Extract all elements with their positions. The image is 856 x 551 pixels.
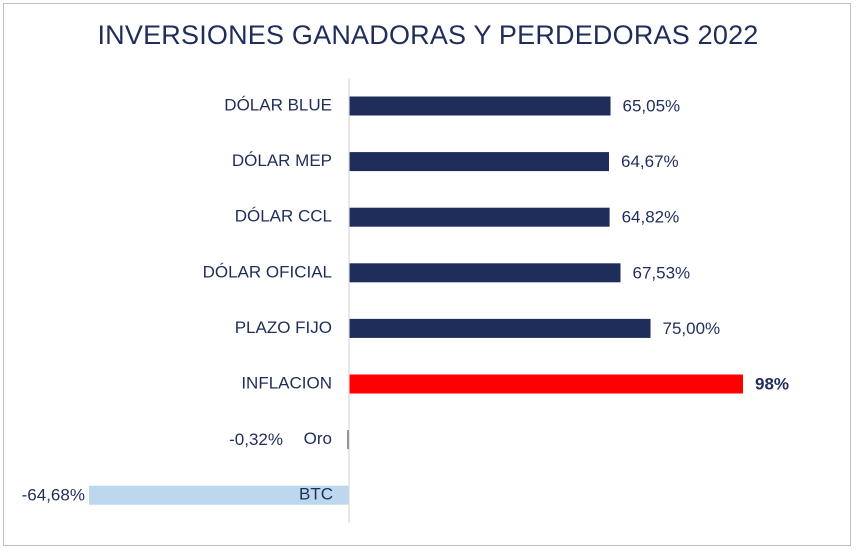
bar-d-lar-oficial bbox=[349, 263, 621, 283]
value-label: 65,05% bbox=[623, 96, 681, 115]
chart-title: INVERSIONES GANADORAS Y PERDEDORAS 2022 bbox=[97, 20, 759, 50]
category-label: DÓLAR MEP bbox=[232, 151, 332, 170]
category-label: PLAZO FIJO bbox=[235, 318, 332, 337]
bar-inflacion bbox=[349, 374, 743, 394]
value-label: 64,67% bbox=[621, 152, 679, 171]
category-label: DÓLAR BLUE bbox=[224, 95, 332, 114]
bar-plazo-fijo bbox=[349, 318, 651, 338]
value-label: -0,32% bbox=[229, 430, 283, 449]
value-label: 98% bbox=[755, 374, 789, 393]
bar-d-lar-ccl bbox=[349, 207, 610, 227]
category-label: BTC bbox=[299, 485, 333, 504]
value-label: 64,82% bbox=[622, 208, 680, 227]
category-label: Oro bbox=[304, 429, 332, 448]
category-label: DÓLAR CCL bbox=[235, 207, 332, 226]
category-label: INFLACION bbox=[241, 373, 332, 392]
bar-oro bbox=[347, 430, 349, 450]
bar-btc bbox=[88, 485, 350, 505]
bar-d-lar-blue bbox=[349, 96, 611, 116]
category-label: DÓLAR OFICIAL bbox=[203, 262, 332, 281]
value-label: -64,68% bbox=[22, 486, 85, 505]
value-label: 75,00% bbox=[663, 319, 721, 338]
bar-d-lar-mep bbox=[349, 152, 609, 172]
value-label: 67,53% bbox=[632, 263, 690, 282]
